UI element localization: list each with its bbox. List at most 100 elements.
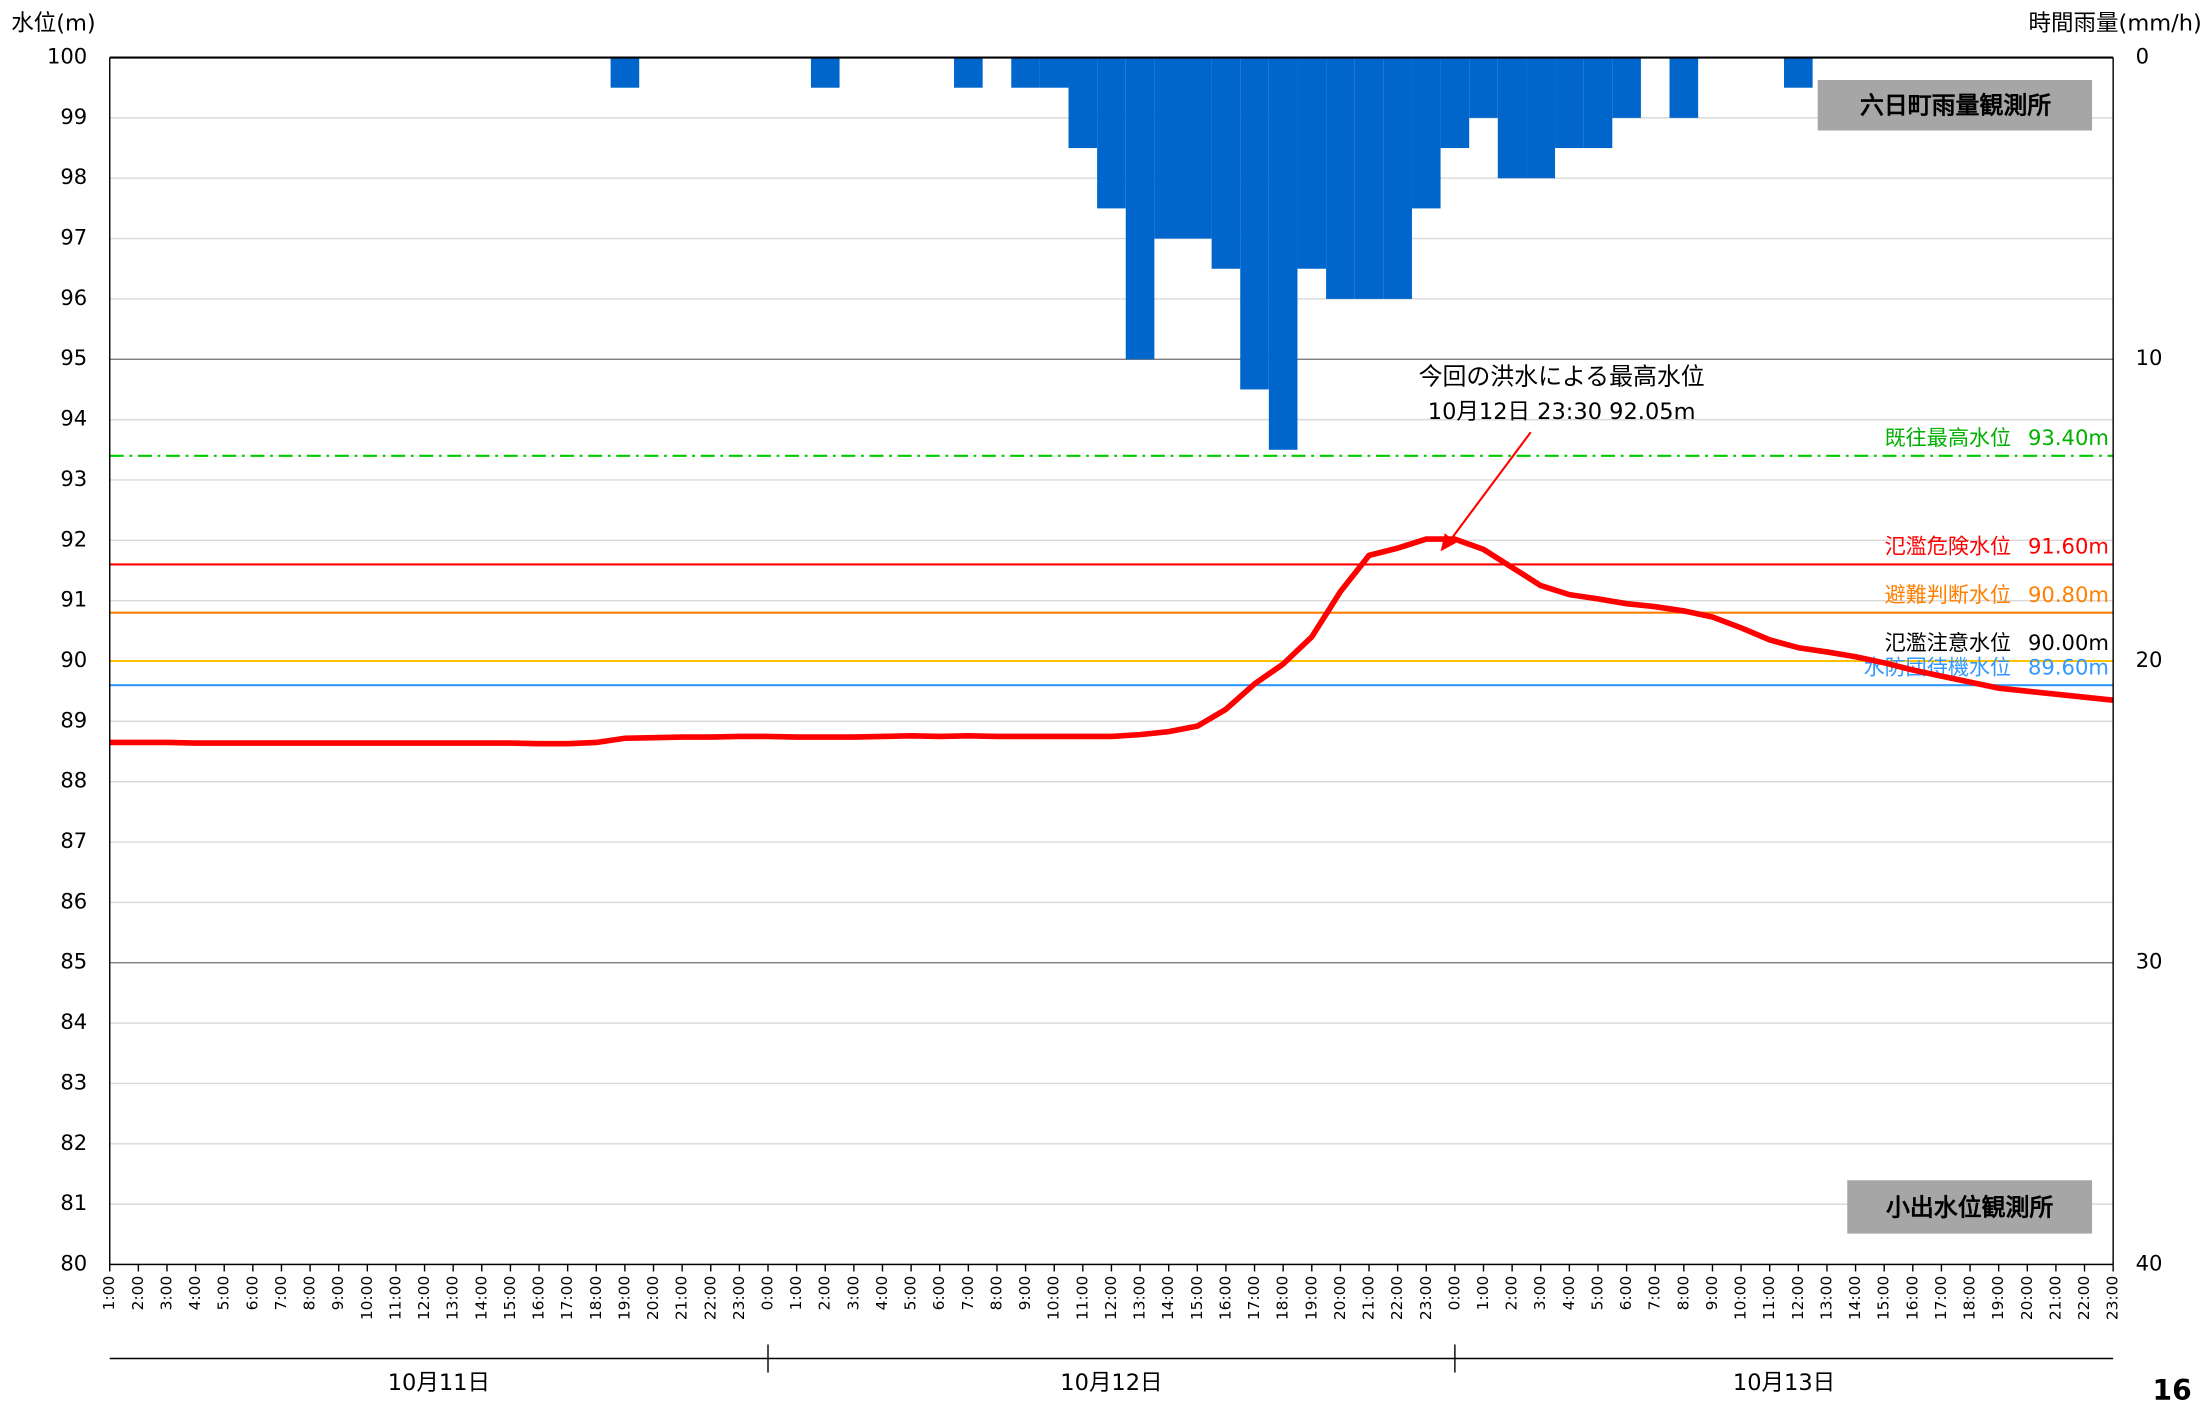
y-tick-label: 83 — [60, 1069, 87, 1094]
rain-bar — [1497, 57, 1527, 179]
x-tick-label: 9:00 — [1016, 1276, 1034, 1311]
x-tick-label: 21:00 — [673, 1276, 691, 1320]
y-tick-label: 90 — [60, 647, 87, 672]
x-tick-label: 3:00 — [844, 1276, 862, 1311]
x-tick-label: 14:00 — [1846, 1276, 1864, 1320]
page-number: 16 — [2153, 1374, 2192, 1402]
y-tick-label: 85 — [60, 949, 87, 974]
rain-bar — [1469, 57, 1498, 118]
x-tick-label: 22:00 — [701, 1276, 719, 1320]
reference-name: 氾濫注意水位 — [1885, 630, 2012, 655]
x-tick-label: 2:00 — [1503, 1276, 1521, 1311]
x-tick-label: 4:00 — [186, 1276, 204, 1311]
reference-label: 氾濫危険水位 91.60m — [1885, 534, 2109, 559]
x-tick-label: 4:00 — [1560, 1276, 1578, 1311]
annotation-arrow — [1445, 431, 1532, 547]
x-tick-label: 23:00 — [1417, 1276, 1435, 1320]
x-tick-label: 7:00 — [272, 1276, 290, 1311]
x-tick-label: 2:00 — [816, 1276, 834, 1311]
x-tick-label: 5:00 — [1588, 1276, 1606, 1311]
y2-tick-label: 0 — [2136, 44, 2149, 69]
x-tick-label: 7:00 — [959, 1276, 977, 1311]
x-tick-label: 23:00 — [2104, 1276, 2122, 1320]
y2-tick-label: 10 — [2136, 345, 2163, 370]
y-tick-label: 100 — [47, 44, 87, 69]
y2-tick-label: 20 — [2136, 647, 2163, 672]
x-tick-label: 12:00 — [1102, 1276, 1120, 1320]
rain-bar — [1583, 57, 1613, 149]
x-tick-label: 6:00 — [1617, 1276, 1635, 1311]
y-tick-label: 99 — [60, 104, 87, 129]
y-tick-label: 94 — [60, 406, 87, 431]
y-tick-label: 84 — [60, 1009, 87, 1034]
y-tick-label: 98 — [60, 164, 87, 189]
annotation-line: 10月12日 23:30 92.05m — [1428, 399, 1696, 425]
x-tick-label: 17:00 — [1245, 1276, 1263, 1320]
y-tick-label: 89 — [60, 707, 87, 732]
water-level-line — [109, 536, 2114, 747]
x-tick-label: 0:00 — [758, 1276, 776, 1311]
y-tick-label: 81 — [60, 1190, 87, 1215]
rain-bar — [810, 57, 840, 88]
x-tick-label: 19:00 — [1302, 1276, 1320, 1320]
rain-bar — [1411, 57, 1441, 209]
station-box — [1847, 1180, 2093, 1234]
x-tick-label: 13:00 — [1817, 1276, 1835, 1320]
x-tick-label: 16:00 — [1216, 1276, 1234, 1320]
reference-value: 89.60m — [2028, 654, 2109, 679]
rain-bar — [1354, 57, 1384, 299]
y-tick-label: 95 — [60, 345, 87, 370]
x-tick-label: 21:00 — [2046, 1276, 2064, 1320]
date-label: 10月11日 — [388, 1370, 490, 1396]
x-tick-label: 12:00 — [1789, 1276, 1807, 1320]
rain-bar — [1154, 57, 1183, 239]
rain-bar — [1211, 57, 1241, 269]
y-tick-label: 88 — [60, 768, 87, 793]
rain-bar — [1297, 57, 1327, 269]
x-tick-label: 3:00 — [1531, 1276, 1549, 1311]
x-tick-label: 16:00 — [530, 1276, 548, 1320]
rain-bar — [1268, 57, 1298, 450]
reference-value: 90.80m — [2028, 582, 2109, 607]
date-label: 10月12日 — [1060, 1370, 1162, 1396]
y-tick-label: 82 — [60, 1130, 87, 1155]
x-tick-label: 15:00 — [1188, 1276, 1206, 1320]
date-label: 10月13日 — [1733, 1370, 1835, 1396]
rain-bar — [1182, 57, 1212, 239]
y-tick-label: 80 — [60, 1250, 87, 1275]
reference-label: 氾濫注意水位 90.00m — [1885, 630, 2109, 655]
rain-bar — [1097, 57, 1126, 209]
station-box — [1817, 79, 2093, 131]
annotation-line: 今回の洪水による最高水位 — [1419, 363, 1705, 391]
reference-label: 既往最高水位 93.40m — [1885, 425, 2109, 450]
rain-bar — [1555, 57, 1584, 149]
rain-bar — [1440, 57, 1470, 149]
rain-bar — [1326, 57, 1355, 299]
x-tick-label: 1:00 — [1474, 1276, 1492, 1311]
x-tick-label: 18:00 — [1961, 1276, 1979, 1320]
y-tick-label: 87 — [60, 828, 87, 853]
y-tick-label: 93 — [60, 466, 87, 491]
y2-tick-label: 30 — [2136, 949, 2163, 974]
x-tick-label: 6:00 — [930, 1276, 948, 1311]
x-tick-label: 5:00 — [902, 1276, 920, 1311]
x-tick-label: 4:00 — [873, 1276, 891, 1311]
rain-bar — [1784, 57, 1813, 88]
x-tick-label: 0:00 — [1445, 1276, 1463, 1311]
x-tick-label: 15:00 — [1875, 1276, 1893, 1320]
y-tick-label: 96 — [60, 285, 87, 310]
rain-station: 六日町雨量観測所 — [1860, 92, 2051, 120]
rain-bar — [954, 57, 983, 88]
x-tick-label: 7:00 — [1646, 1276, 1664, 1311]
x-tick-label: 9:00 — [1703, 1276, 1721, 1311]
x-tick-label: 12:00 — [415, 1276, 433, 1320]
x-tick-label: 13:00 — [444, 1276, 462, 1320]
x-tick-label: 10:00 — [1045, 1276, 1063, 1320]
x-tick-label: 23:00 — [730, 1276, 748, 1320]
reference-name: 氾濫危険水位 — [1885, 534, 2012, 559]
x-tick-label: 18:00 — [587, 1276, 605, 1320]
x-tick-label: 10:00 — [1732, 1276, 1750, 1320]
x-tick-label: 22:00 — [1388, 1276, 1406, 1320]
x-tick-label: 8:00 — [987, 1276, 1005, 1311]
y-tick-label: 92 — [60, 526, 87, 551]
